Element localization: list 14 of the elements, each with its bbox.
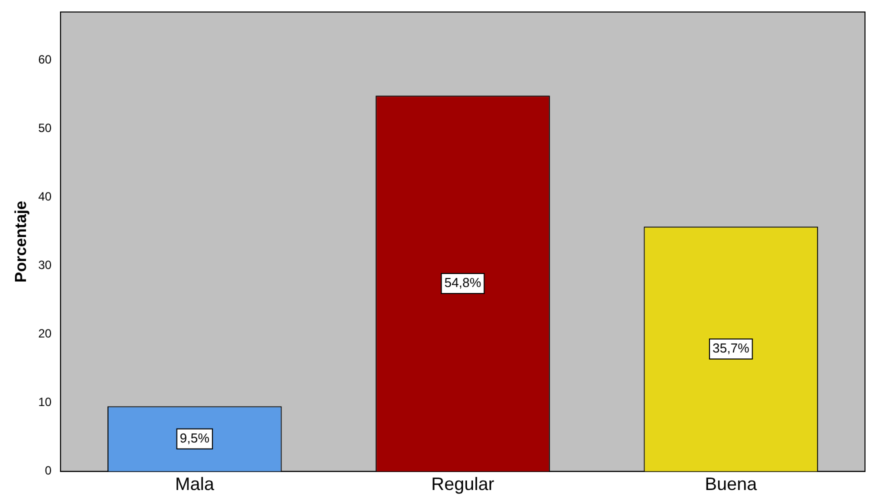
y-tick-label: 0 <box>44 464 52 478</box>
data-label: 9,5% <box>180 430 210 446</box>
y-tick-label: 60 <box>38 52 52 66</box>
y-tick-label: 40 <box>38 189 52 204</box>
y-axis-title: Porcentaje <box>13 200 30 283</box>
y-tick-label: 30 <box>38 258 52 272</box>
x-tick-label: Regular <box>431 474 494 494</box>
y-tick-label: 50 <box>38 120 52 135</box>
data-label: 35,7% <box>712 340 750 356</box>
y-tick-label: 20 <box>38 326 52 341</box>
y-tick-label: 10 <box>38 395 52 410</box>
x-tick-label: Mala <box>175 474 216 494</box>
x-tick-label: Buena <box>704 474 758 494</box>
data-label: 54,8% <box>444 275 482 290</box>
